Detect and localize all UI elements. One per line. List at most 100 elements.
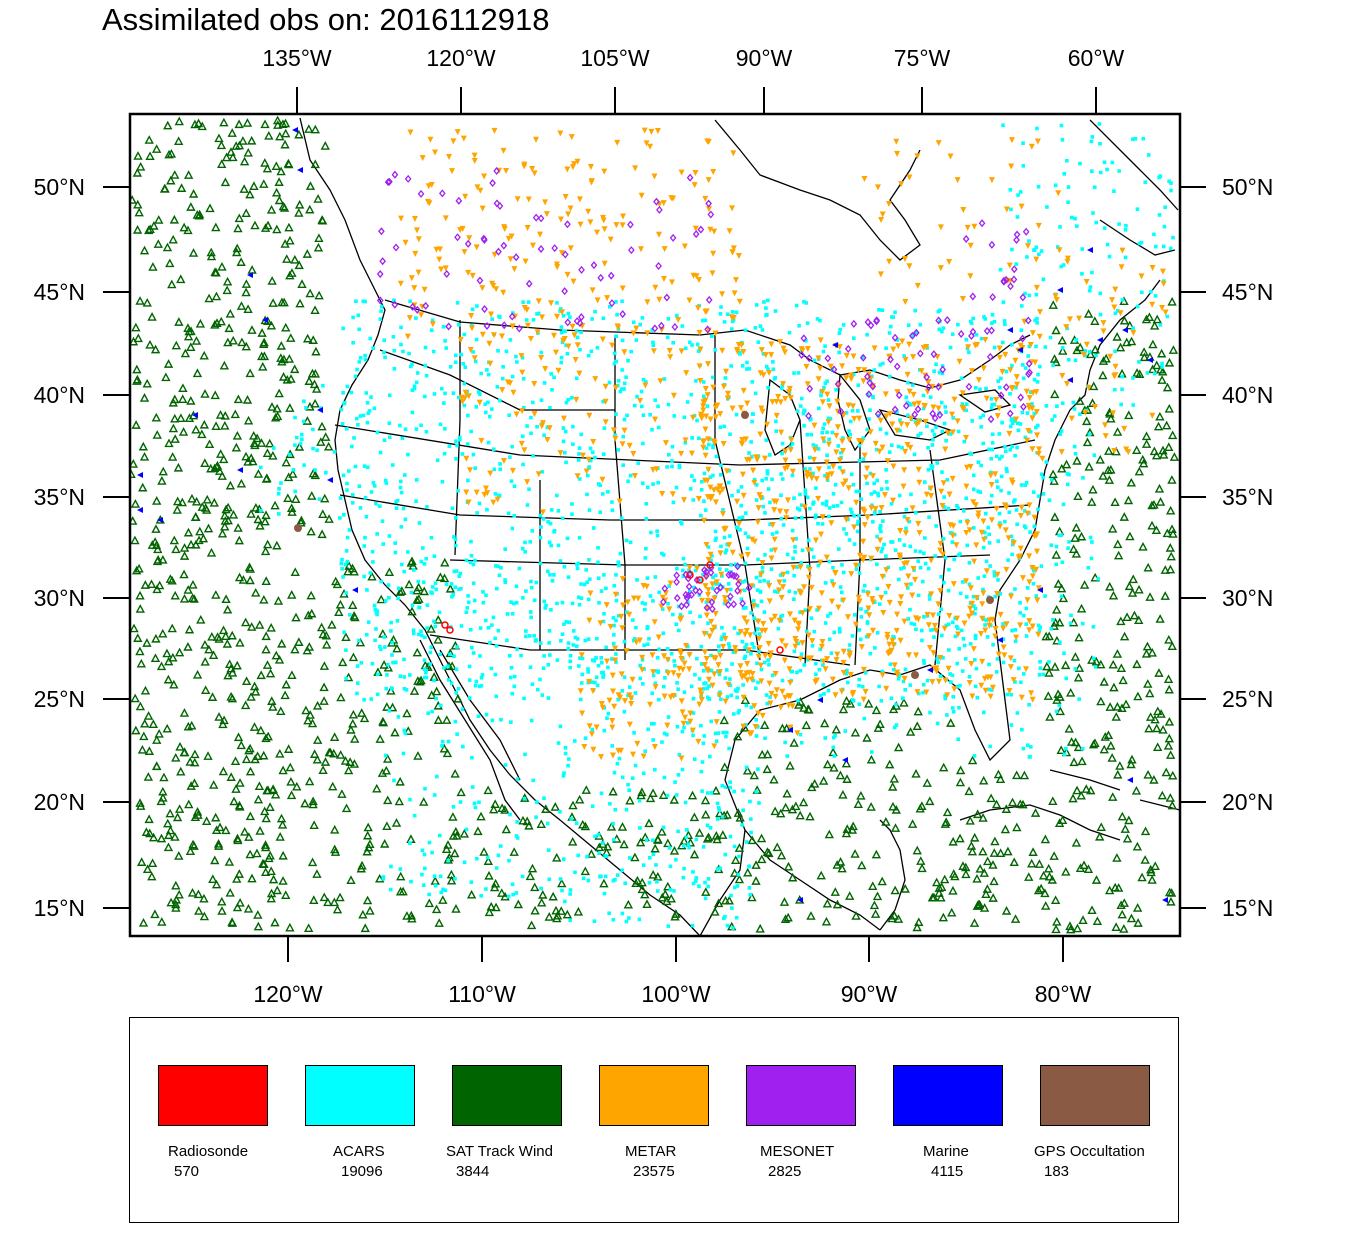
metar-mark: [1002, 351, 1009, 358]
sat-track-wind-mark: [409, 686, 420, 695]
metar-mark: [933, 668, 940, 675]
acars-mark: [592, 526, 596, 530]
acars-mark: [361, 413, 366, 418]
acars-mark: [745, 367, 749, 371]
acars-mark: [498, 462, 502, 466]
metar-mark: [848, 372, 855, 379]
acars-mark: [497, 493, 502, 498]
metar-mark: [1023, 666, 1030, 673]
metar-mark: [889, 637, 896, 644]
acars-mark: [1067, 357, 1071, 362]
acars-mark: [800, 516, 804, 520]
acars-mark: [686, 600, 690, 605]
acars-mark: [547, 540, 552, 545]
acars-mark: [748, 799, 752, 804]
sat-track-wind-mark: [174, 116, 184, 126]
sat-track-wind-mark: [1109, 682, 1119, 692]
metar-mark: [938, 488, 945, 495]
acars-mark: [753, 326, 758, 330]
metar-mark: [660, 200, 667, 207]
acars-mark: [617, 563, 621, 568]
acars-mark: [816, 521, 820, 526]
acars-mark: [568, 888, 573, 892]
sat-track-wind-mark: [239, 156, 250, 166]
acars-mark: [950, 673, 955, 678]
acars-mark: [1088, 535, 1093, 540]
sat-track-wind-mark: [256, 670, 266, 680]
sat-track-wind-mark: [226, 663, 236, 673]
acars-mark: [814, 444, 818, 448]
sat-track-wind-mark: [142, 638, 152, 647]
acars-mark: [694, 379, 698, 383]
acars-mark: [641, 771, 646, 776]
sat-track-wind-mark: [1163, 674, 1174, 684]
acars-mark: [471, 452, 476, 457]
metar-mark: [823, 554, 830, 561]
sat-track-wind-mark: [140, 685, 151, 695]
acars-mark: [985, 635, 990, 639]
acars-mark: [827, 637, 832, 642]
metar-mark: [924, 611, 931, 618]
acars-mark: [455, 645, 459, 649]
metar-mark: [413, 227, 420, 234]
acars-mark: [503, 578, 507, 582]
sat-track-wind-mark: [1087, 905, 1097, 915]
acars-mark: [727, 468, 732, 473]
acars-mark: [438, 703, 443, 708]
acars-mark: [754, 483, 759, 487]
acars-mark: [826, 416, 831, 421]
metar-mark: [827, 363, 834, 370]
sat-track-wind-mark: [145, 828, 155, 838]
left-lat-label: 40°N: [34, 382, 85, 408]
metar-mark: [965, 344, 972, 351]
metar-mark: [870, 627, 877, 634]
metar-mark: [797, 564, 804, 571]
acars-mark: [719, 305, 723, 309]
acars-mark: [728, 785, 733, 790]
acars-mark: [1054, 709, 1059, 714]
acars-mark: [698, 614, 702, 619]
metar-mark: [894, 611, 901, 618]
acars-mark: [895, 338, 900, 342]
sat-track-wind-mark: [199, 419, 210, 429]
sat-track-wind-mark: [204, 293, 214, 303]
metar-mark: [544, 436, 551, 443]
acars-mark: [657, 590, 661, 595]
sat-track-wind-mark: [955, 765, 966, 775]
sat-track-wind-mark: [300, 798, 310, 808]
sat-track-wind-mark: [619, 839, 629, 849]
acars-mark: [344, 591, 349, 595]
acars-mark: [691, 733, 695, 738]
acars-mark: [356, 423, 360, 427]
acars-mark: [638, 663, 642, 668]
acars-mark: [1065, 158, 1069, 163]
metar-mark: [869, 473, 876, 480]
metar-mark: [1027, 341, 1034, 348]
metar-mark: [707, 416, 714, 423]
acars-mark: [633, 691, 638, 695]
metar-mark: [973, 595, 980, 602]
sat-track-wind-mark: [838, 704, 849, 714]
sat-track-wind-mark: [266, 320, 277, 330]
metar-mark: [678, 698, 685, 705]
metar-mark: [883, 685, 890, 692]
sat-track-wind-mark: [419, 797, 429, 806]
sat-track-wind-mark: [261, 631, 271, 641]
acars-mark: [410, 362, 414, 367]
sat-track-wind-mark: [271, 161, 282, 171]
acars-mark: [715, 801, 720, 806]
acars-mark: [724, 734, 728, 739]
sat-track-wind-mark: [130, 535, 140, 545]
acars-mark: [700, 760, 705, 764]
acars-mark: [940, 329, 944, 334]
acars-mark: [736, 710, 741, 715]
acars-mark: [792, 597, 796, 602]
acars-mark: [619, 516, 624, 521]
metar-mark: [498, 333, 505, 340]
metar-mark: [992, 471, 999, 478]
acars-mark: [808, 467, 812, 471]
acars-mark: [792, 573, 796, 578]
metar-mark: [848, 376, 855, 383]
sat-track-wind-mark: [186, 396, 196, 405]
acars-mark: [709, 719, 714, 724]
